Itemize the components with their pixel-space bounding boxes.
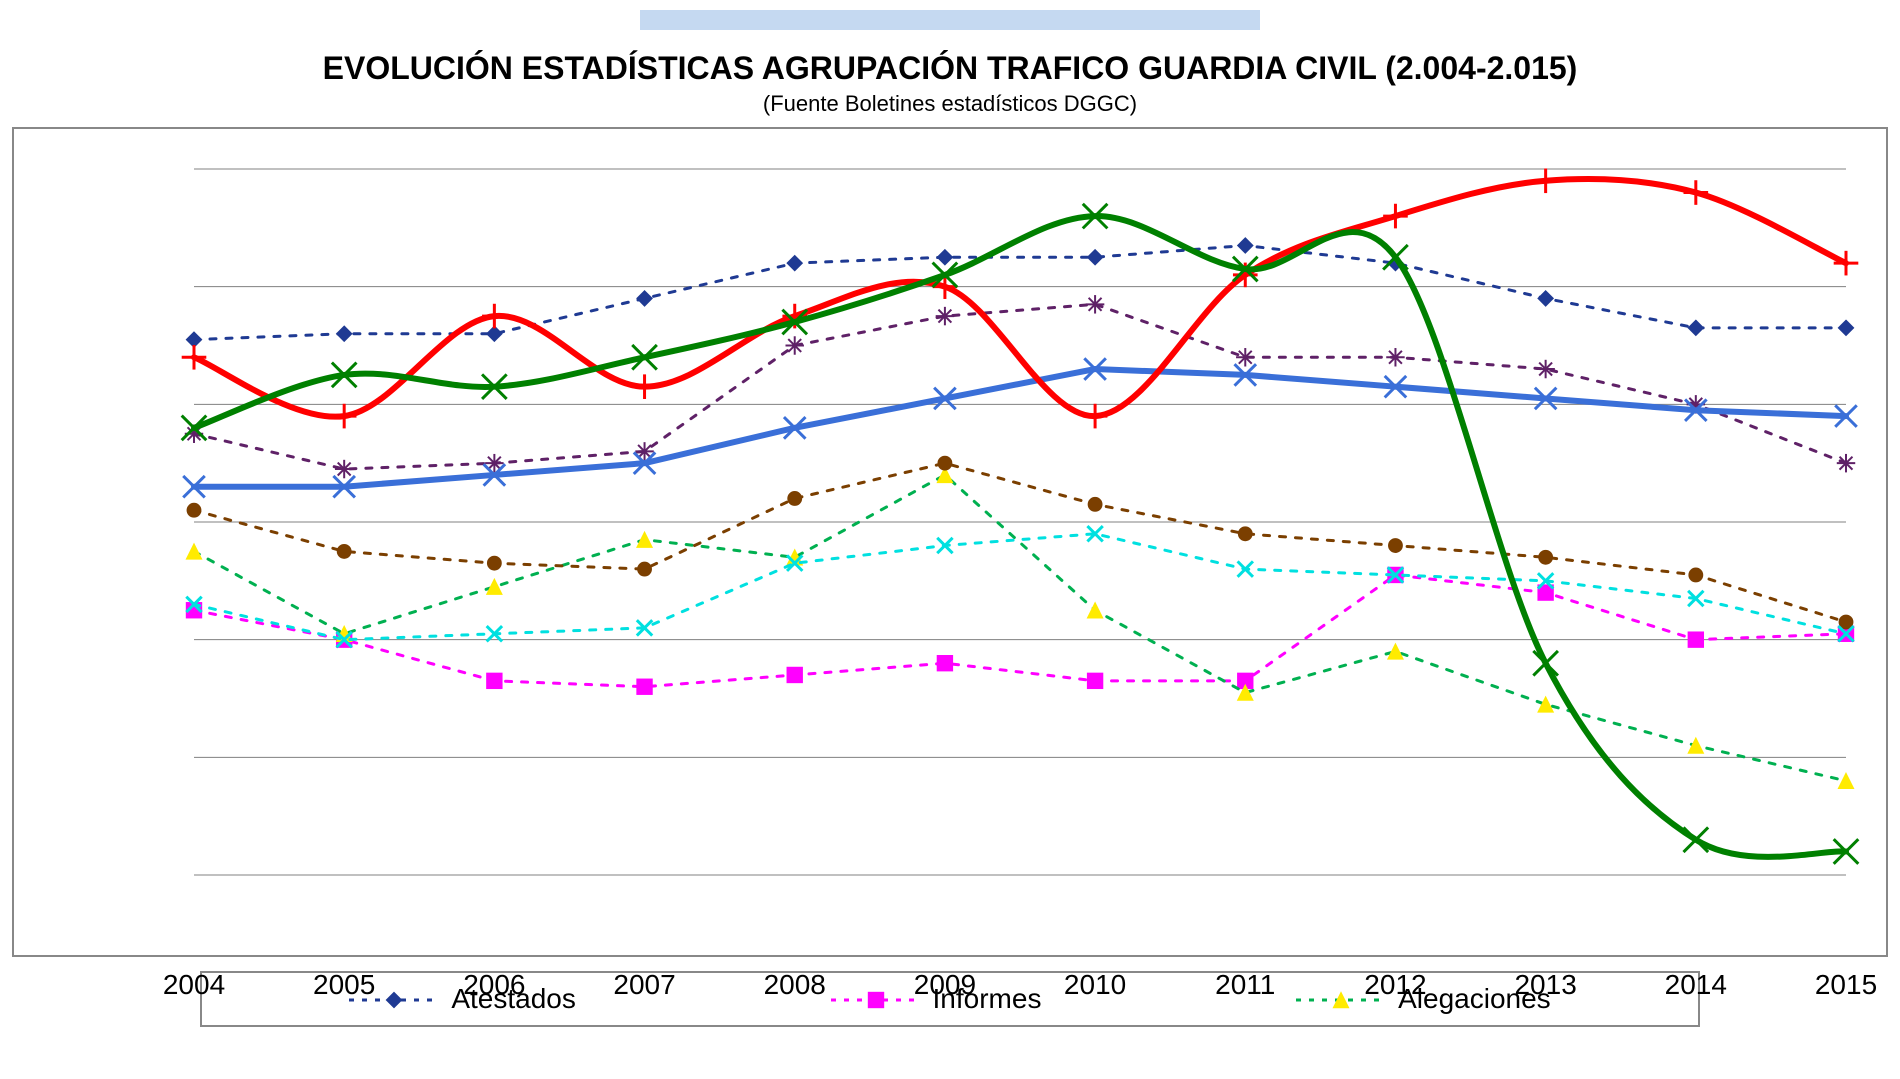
legend-swatch [349,987,439,1011]
x-axis-label: 2004 [163,969,225,1001]
plot-area [194,169,1846,875]
header-strip [640,10,1260,30]
x-axis-label: 2008 [764,969,826,1001]
chart-title: EVOLUCIÓN ESTADÍSTICAS AGRUPACIÓN TRAFIC… [0,50,1900,87]
x-axis-label: 2013 [1514,969,1576,1001]
chart-svg [194,169,1846,875]
x-axis-label: 2007 [613,969,675,1001]
x-axis-label: 2009 [914,969,976,1001]
x-axis-label: 2011 [1215,969,1275,1001]
x-axis-label: 2006 [463,969,525,1001]
chart-frame: 15.00035.00055.00075.00095.000115.000135… [12,127,1888,957]
x-axis-label: 2015 [1815,969,1877,1001]
chart-subtitle: (Fuente Boletines estadísticos DGGC) [0,91,1900,117]
legend-swatch [1296,987,1386,1011]
title-block: EVOLUCIÓN ESTADÍSTICAS AGRUPACIÓN TRAFIC… [0,50,1900,117]
x-axis-label: 2014 [1665,969,1727,1001]
legend-swatch [831,987,921,1011]
x-axis-label: 2010 [1064,969,1126,1001]
